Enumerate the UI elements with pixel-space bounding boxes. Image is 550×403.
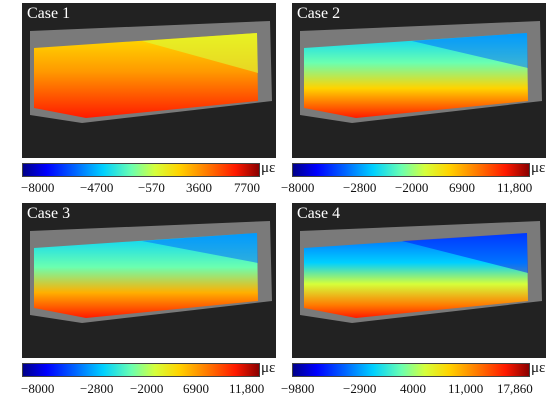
case-title: Case 4 xyxy=(297,205,341,222)
strain-panel-case-3: Case 3 xyxy=(22,203,276,358)
colorbar-case-1 xyxy=(22,163,260,177)
case-title: Case 3 xyxy=(27,205,71,222)
unit-label: με xyxy=(531,360,546,376)
colorbar-case-2 xyxy=(292,163,530,177)
tick-label: 17,860 xyxy=(497,381,533,396)
tick-label: −9800 xyxy=(281,381,315,396)
tick-label: 6900 xyxy=(183,381,209,396)
tick-label: 3600 xyxy=(186,180,212,195)
tick-label: −2000 xyxy=(130,381,164,396)
tick-label: −2000 xyxy=(395,180,429,195)
tick-label: −8000 xyxy=(21,180,55,195)
strain-panel-case-4: Case 4 xyxy=(292,203,546,358)
tick-label: 11,800 xyxy=(497,180,533,195)
tick-label: −2900 xyxy=(343,381,377,396)
unit-label: με xyxy=(261,160,276,176)
case-title: Case 2 xyxy=(297,5,341,22)
tick-label: −2800 xyxy=(80,381,114,396)
strain-field-case-2 xyxy=(292,3,546,158)
strain-field-case-3 xyxy=(22,203,276,358)
strain-field-case-1 xyxy=(22,3,276,158)
strain-panel-case-1: Case 1 xyxy=(22,3,276,158)
unit-label: με xyxy=(531,160,546,176)
tick-label: −8000 xyxy=(281,180,315,195)
tick-label: −8000 xyxy=(21,381,55,396)
colorbar-case-4 xyxy=(292,363,530,377)
tick-label: 7700 xyxy=(234,180,260,195)
colorbar-case-3 xyxy=(22,363,260,377)
strain-panel-case-2: Case 2 xyxy=(292,3,546,158)
tick-label: 6900 xyxy=(449,180,475,195)
tick-label: −570 xyxy=(138,180,165,195)
tick-label: −4700 xyxy=(80,180,114,195)
unit-label: με xyxy=(261,360,276,376)
case-title: Case 1 xyxy=(27,5,71,22)
tick-label: −2800 xyxy=(343,180,377,195)
tick-label: 11,800 xyxy=(229,381,265,396)
tick-label: 11,000 xyxy=(448,381,484,396)
tick-label: 4000 xyxy=(400,381,426,396)
strain-field-case-4 xyxy=(292,203,546,358)
